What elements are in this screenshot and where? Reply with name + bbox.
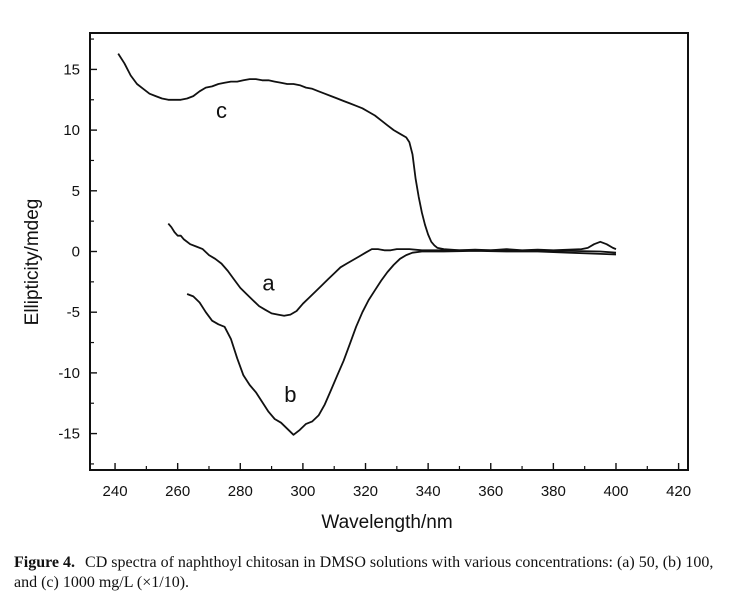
x-tick-label: 320 (353, 483, 378, 500)
x-tick-label: 240 (103, 483, 128, 500)
y-tick-label: 15 (63, 61, 80, 78)
x-tick-label: 360 (478, 483, 503, 500)
x-tick-label: 400 (603, 483, 628, 500)
y-tick-label: 0 (72, 244, 80, 261)
y-axis-ticks: 15 10 5 0 -5 -10 -15 (58, 38, 97, 465)
series-label-c: c (216, 98, 227, 123)
series-lines (117, 53, 617, 436)
x-tick-label: 280 (228, 483, 253, 500)
y-tick-label: 10 (63, 122, 80, 139)
figure-caption: Figure 4. CD spectra of naphthoyl chitosa… (14, 553, 726, 593)
figure-label: Figure 4. (14, 554, 76, 571)
series-label-b: b (284, 382, 296, 407)
y-tick-label: -5 (67, 304, 80, 321)
x-tick-label: 300 (290, 483, 315, 500)
y-axis-title: Ellipticity/mdeg (22, 199, 43, 326)
series-line-b (186, 250, 617, 436)
x-tick-label: 340 (416, 483, 441, 500)
series-line-a (167, 223, 617, 317)
cd-spectra-chart: 240 260 280 300 320 340 360 380 400 420 15 10 5 0 -5 -… (22, 32, 691, 533)
caption-text: CD spectra of naphthoyl chitosan in DMSO… (14, 554, 714, 591)
x-tick-label: 420 (666, 483, 691, 500)
x-axis-ticks: 240 260 280 300 320 340 360 380 400 420 (103, 463, 691, 500)
x-axis-title: Wavelength/nm (321, 512, 452, 533)
x-tick-label: 260 (165, 483, 190, 500)
series-labels: a b c (216, 98, 297, 407)
y-tick-label: 5 (72, 183, 80, 200)
series-label-a: a (262, 270, 275, 295)
y-tick-label: -15 (58, 426, 80, 443)
series-line-c (117, 53, 617, 252)
y-tick-label: -10 (58, 365, 80, 382)
x-tick-label: 380 (541, 483, 566, 500)
